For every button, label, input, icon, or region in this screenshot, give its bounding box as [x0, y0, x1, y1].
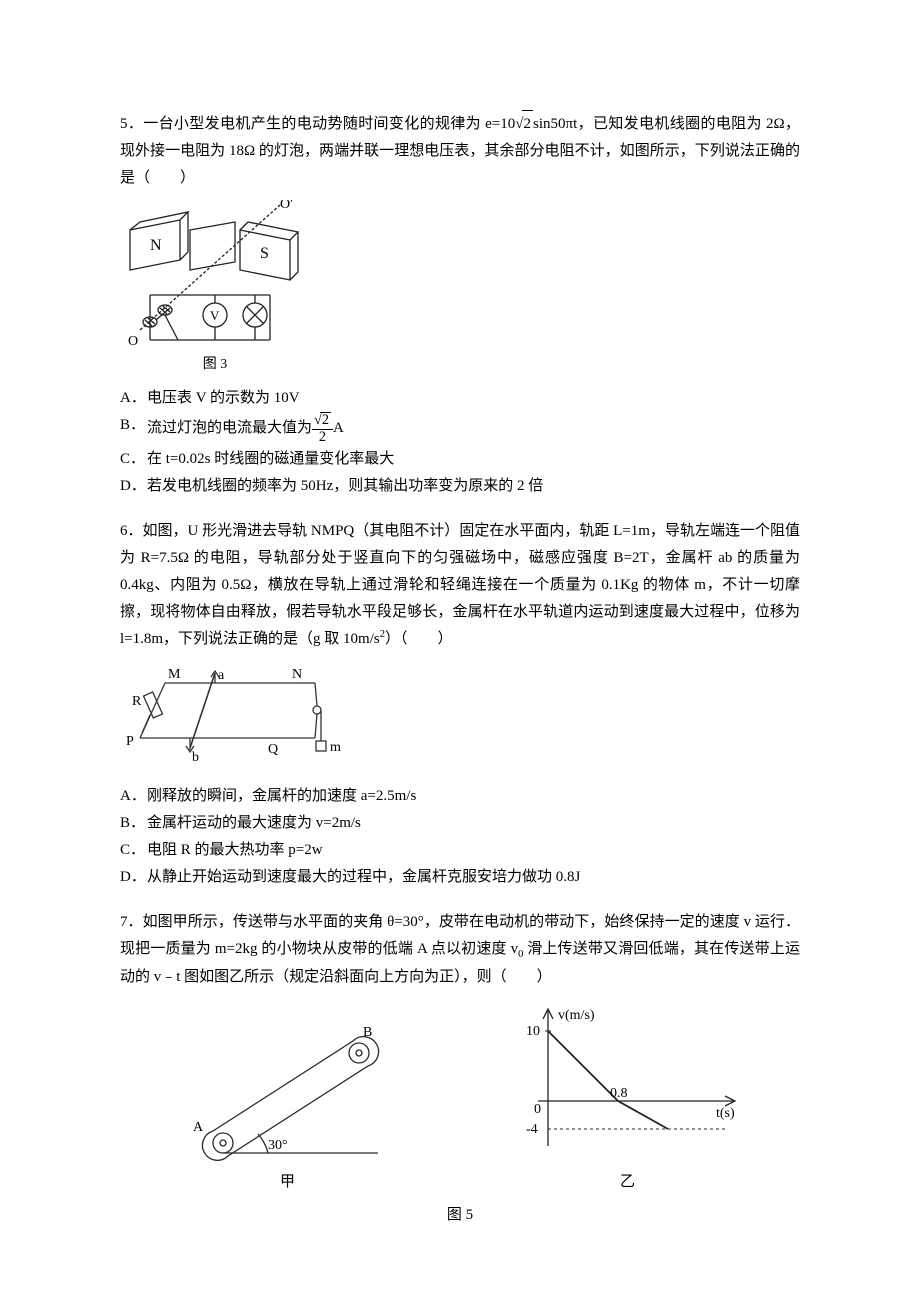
- label-A: A: [193, 1120, 204, 1135]
- label-B: B: [363, 1025, 372, 1040]
- x-axis-label: t(s): [716, 1106, 735, 1121]
- angle-30: 30°: [268, 1138, 288, 1153]
- label-yi: 乙: [620, 1169, 635, 1196]
- q7-text: 7．如图甲所示，传送带与水平面的夹角 θ=30°，皮带在电动机的带动下，始终保持…: [120, 909, 800, 992]
- xtick-0p8: 0.8: [610, 1086, 628, 1101]
- voltmeter-label: V: [210, 308, 220, 323]
- label-M: M: [168, 667, 181, 682]
- generator-diagram: N S O O′: [120, 200, 310, 350]
- question-5: 5．一台小型发电机产生的电动势随时间变化的规律为 e=10√2sin50πt，已…: [120, 110, 800, 500]
- ytick-neg4: -4: [526, 1122, 538, 1137]
- vt-graph: v(m/s) 10 0 -4 0.8 t(s): [508, 1001, 748, 1161]
- figure-q7-row: A B 30° 甲: [120, 1001, 800, 1196]
- sqrt-2: √2: [515, 110, 533, 138]
- q5-text-p1: 5．一台小型发电机产生的电动势随时间变化的规律为 e=10: [120, 116, 515, 132]
- label-R: R: [132, 694, 142, 709]
- label-a: a: [218, 668, 225, 683]
- q6-option-C: C．电阻 R 的最大热功率 p=2w: [120, 837, 800, 864]
- question-6: 6．如图，U 形光滑进去导轨 NMPQ（其电阻不计）固定在水平面内，轨距 L=1…: [120, 518, 800, 891]
- ytick-0: 0: [534, 1102, 541, 1117]
- q5-option-D: D．若发电机线圈的频率为 50Hz，则其输出功率变为原来的 2 倍: [120, 473, 800, 500]
- figure-yi: v(m/s) 10 0 -4 0.8 t(s) 乙: [508, 1001, 748, 1196]
- label-N: N: [292, 667, 302, 682]
- label-N: N: [150, 237, 162, 254]
- conveyor-diagram: A B 30°: [173, 1001, 403, 1161]
- figure-3-caption: 图 3: [120, 352, 310, 377]
- q6-option-A: A．刚释放的瞬间，金属杆的加速度 a=2.5m/s: [120, 783, 800, 810]
- rail-circuit-diagram: M N P Q R a b m: [120, 663, 350, 773]
- ytick-10: 10: [526, 1024, 540, 1039]
- q6-option-D: D．从静止开始运动到速度最大的过程中，金属杆克服安培力做功 0.8J: [120, 864, 800, 891]
- fraction-sqrt2-over-2: √22: [312, 412, 333, 445]
- y-axis-label: v(m/s): [558, 1008, 595, 1023]
- q6-text: 6．如图，U 形光滑进去导轨 NMPQ（其电阻不计）固定在水平面内，轨距 L=1…: [120, 518, 800, 653]
- figure-5-caption: 图 5: [120, 1202, 800, 1229]
- label-Oprime: O′: [280, 200, 293, 212]
- figure-q6: M N P Q R a b m: [120, 663, 800, 773]
- q5-text: 5．一台小型发电机产生的电动势随时间变化的规律为 e=10√2sin50πt，已…: [120, 110, 800, 192]
- q5-option-B: B．流过灯泡的电流最大值为√22A: [120, 412, 800, 445]
- figure-jia: A B 30° 甲: [173, 1001, 403, 1196]
- label-jia: 甲: [280, 1169, 295, 1196]
- label-Q: Q: [268, 742, 278, 757]
- label-m: m: [330, 740, 341, 755]
- label-P: P: [126, 734, 134, 749]
- q5-option-A: A．电压表 V 的示数为 10V: [120, 385, 800, 412]
- question-7: 7．如图甲所示，传送带与水平面的夹角 θ=30°，皮带在电动机的带动下，始终保持…: [120, 909, 800, 1230]
- label-b: b: [192, 750, 199, 765]
- q5-option-C: C．在 t=0.02s 时线圈的磁通量变化率最大: [120, 446, 800, 473]
- q6-option-B: B．金属杆运动的最大速度为 v=2m/s: [120, 810, 800, 837]
- label-O: O: [128, 334, 138, 349]
- label-S: S: [260, 245, 269, 262]
- figure-3: N S O O′: [120, 200, 310, 377]
